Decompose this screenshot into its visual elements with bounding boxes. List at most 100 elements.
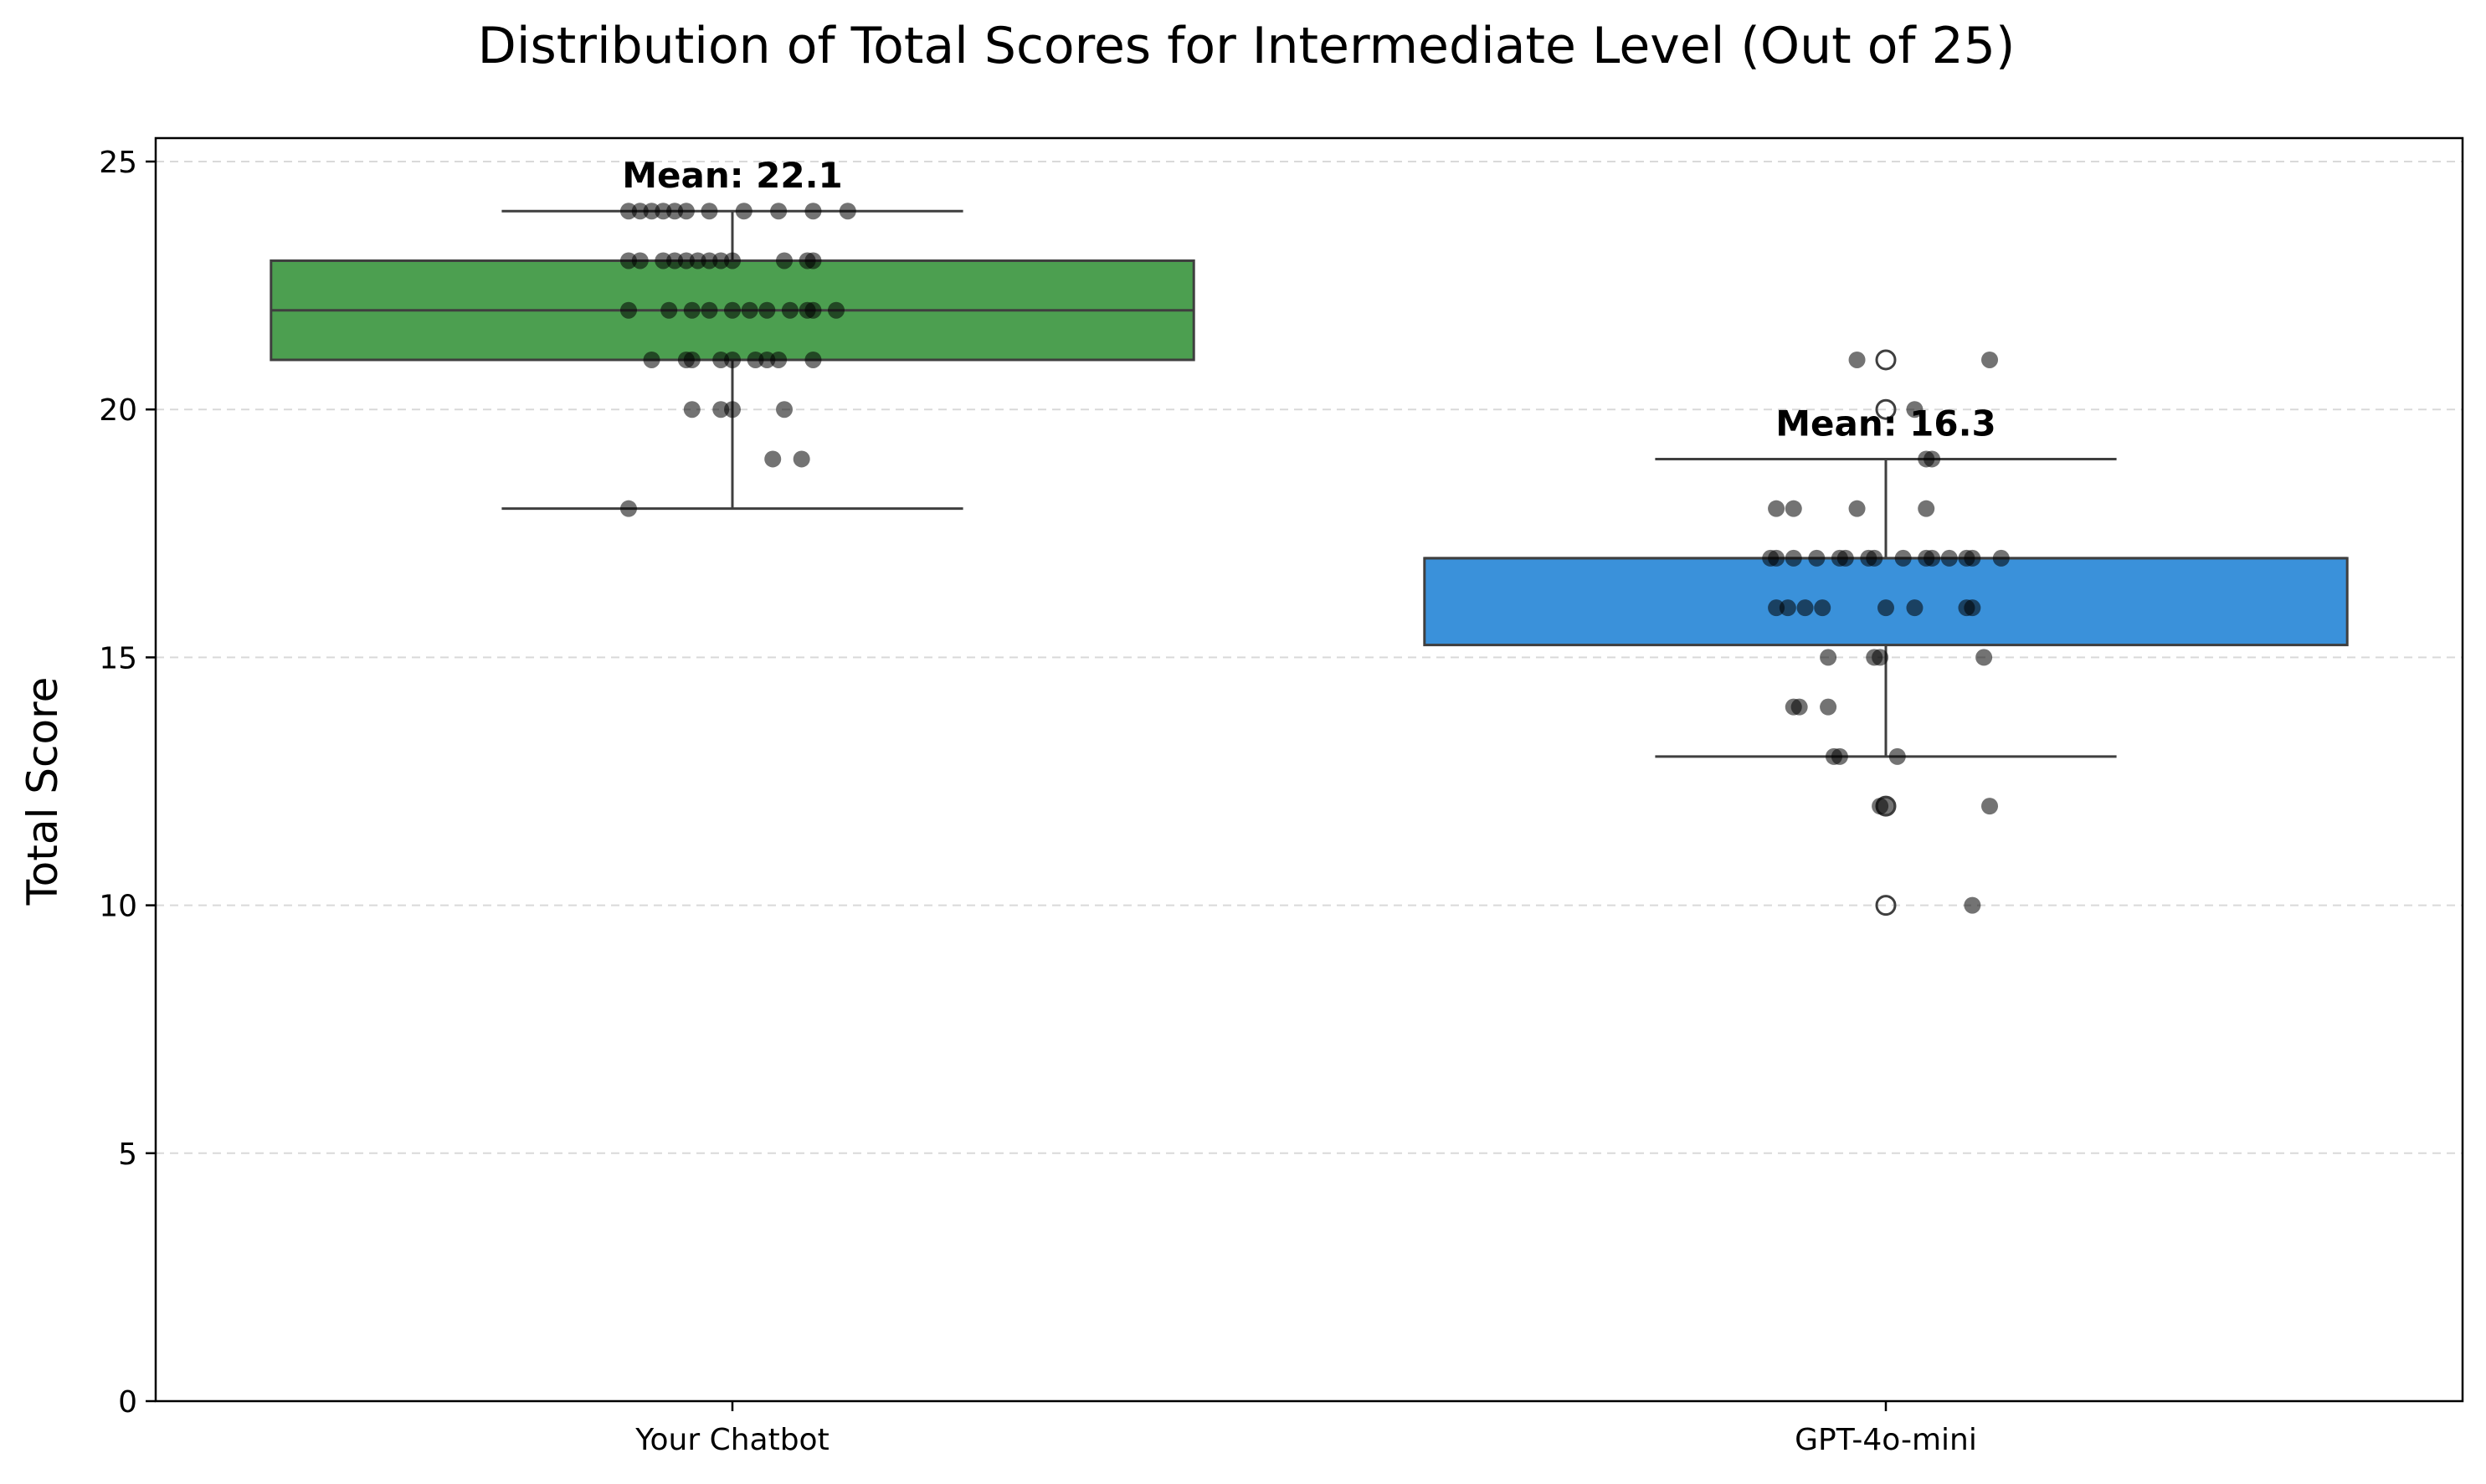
data-point [1768,500,1785,517]
data-point [724,351,741,368]
data-point [1877,798,1894,815]
data-point [1872,649,1889,666]
data-point [1906,401,1924,418]
data-point [1779,599,1796,617]
data-point [1848,351,1866,368]
y-tick-label: 25 [99,146,137,180]
data-point [1820,649,1837,666]
data-point [1981,798,1999,815]
y-tick-label: 10 [99,890,137,924]
y-tick-label: 5 [118,1137,137,1172]
data-point [1785,549,1802,567]
data-point [1924,549,1941,567]
data-point [804,301,822,319]
data-point [793,450,810,468]
data-point [804,203,822,220]
data-point [1808,549,1826,567]
data-point [758,351,776,368]
data-point [781,301,799,319]
data-point [701,301,718,319]
data-point [677,252,695,270]
data-point [1790,698,1808,716]
data-point [712,351,730,368]
axes: 0 5 10 15 20 25 Your Chatbot GPT-4o-mini [99,146,1977,1457]
data-point [776,252,794,270]
data-point [619,500,637,517]
data-point [1906,599,1924,617]
mean-label: Mean: 16.3 [1775,403,1996,444]
box-layer: Mean: 22.1 Mean: 16.3 [270,155,2349,917]
data-point [828,301,845,319]
data-point [724,401,741,418]
x-tick-label: Your Chatbot [634,1423,829,1457]
data-point [1964,896,1981,914]
data-point [770,203,788,220]
data-point [683,401,701,418]
data-point [1785,500,1802,517]
data-point [1848,500,1866,517]
y-tick-label: 15 [99,641,137,675]
data-point [770,351,788,368]
data-point [741,301,758,319]
outlier-marker [1875,895,1897,917]
data-point [1768,599,1785,617]
data-point [660,301,678,319]
data-point [758,301,776,319]
data-point [712,252,730,270]
data-point [712,401,730,418]
y-axis-label: Total Score [18,677,67,906]
data-point [677,203,695,220]
x-tick-label: GPT-4o-mini [1795,1423,1977,1457]
data-point [804,351,822,368]
data-point [1940,549,1958,567]
data-point [619,252,637,270]
data-point [724,301,741,319]
data-point [643,351,660,368]
mean-label: Mean: 22.1 [622,155,843,196]
data-point [701,252,718,270]
data-point [683,301,701,319]
data-point [804,252,822,270]
data-point [1866,549,1883,567]
outlier-marker [1875,398,1897,420]
y-tick-label: 0 [118,1385,137,1420]
data-point [631,203,649,220]
data-point [1831,747,1848,765]
data-point [1814,599,1831,617]
data-point [1964,599,1981,617]
plot-frame [154,136,2464,1403]
y-tick-label: 20 [99,393,137,428]
outlier-marker [1875,349,1897,371]
data-point [689,252,706,270]
data-point [1894,549,1912,567]
data-point [839,203,856,220]
data-point [631,252,649,270]
data-point [1964,549,1981,567]
data-point [735,203,752,220]
data-point [1924,450,1941,468]
data-point [643,203,660,220]
data-point [1981,351,1999,368]
data-point [1888,747,1906,765]
data-point [764,450,782,468]
data-point [655,252,672,270]
data-point [1836,549,1854,567]
data-point [1796,599,1814,617]
data-point [1992,549,2010,567]
y-gridlines [156,161,2463,1154]
data-point [776,401,794,418]
data-point [1918,500,1935,517]
data-point [1975,649,1993,666]
data-point [1768,549,1785,567]
data-point [619,301,637,319]
data-point [655,203,672,220]
data-point [1820,698,1837,716]
chart-title: Distribution of Total Scores for Interme… [478,17,2016,75]
data-point [724,252,741,270]
data-point [701,203,718,220]
data-point [619,203,637,220]
data-point [666,203,684,220]
data-point [1877,599,1894,617]
scatter-points [619,203,2010,914]
